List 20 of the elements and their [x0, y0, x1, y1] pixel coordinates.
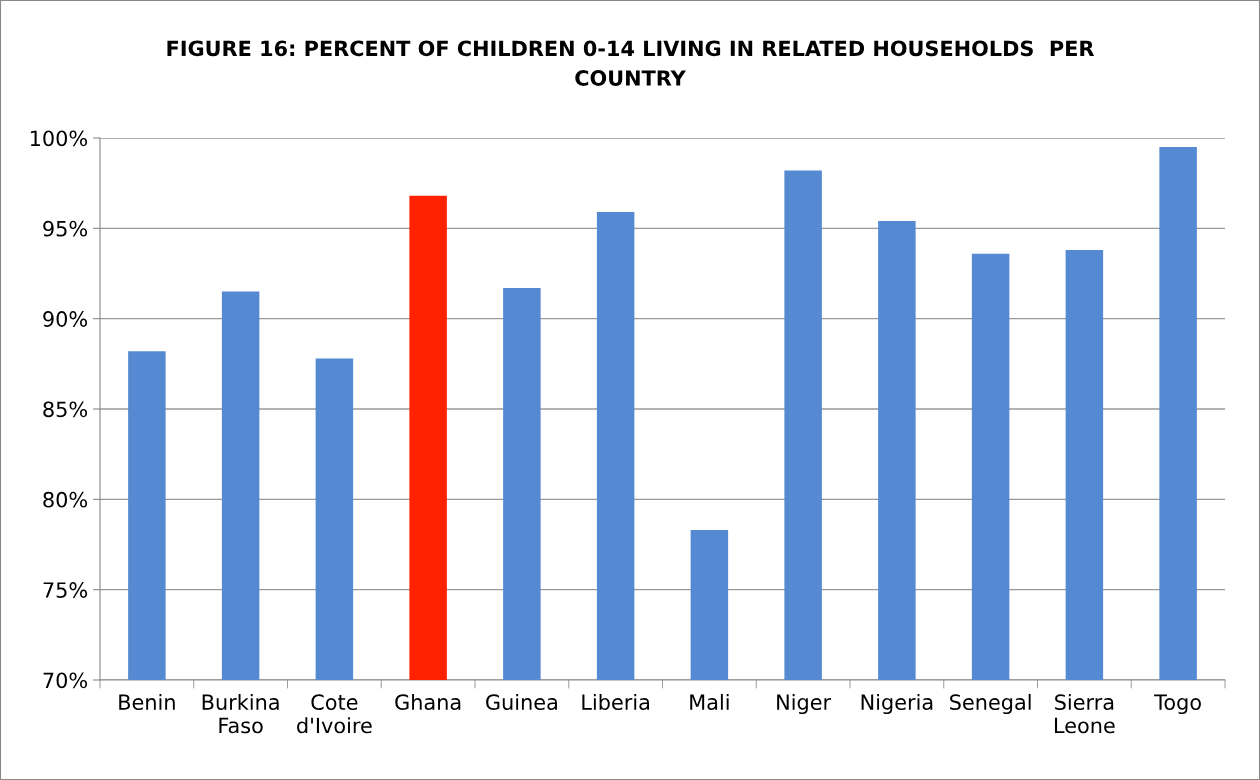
chart-title: FIGURE 16: PERCENT OF CHILDREN 0-14 LIVING IN RELATED HOUSEHOLDS PER COUNTRY: [167, 40, 1095, 86]
x-tick-label: Sierra Leone: [1055, 693, 1115, 734]
x-tick-label: Togo: [1154, 694, 1201, 715]
x-tick-label: Benin: [119, 693, 175, 711]
x-tick-label: Ghana: [395, 693, 461, 711]
x-tick-label: Burkina Faso: [202, 693, 279, 734]
y-tick-label: 85%: [43, 401, 88, 418]
x-tick-label: Niger: [777, 693, 832, 715]
y-tick-label: 90%: [43, 311, 88, 327]
x-tick-label: Senegal: [950, 693, 1031, 715]
x-tick-label: Cote d'Ivoire: [297, 694, 372, 734]
x-tick-label: Nigeria: [861, 693, 933, 715]
y-tick-label: 70%: [43, 672, 88, 689]
y-tick-label: 80%: [43, 491, 88, 508]
y-tick-label: 95%: [43, 220, 88, 237]
x-tick-label: Liberia: [582, 693, 650, 711]
x-tick-label: Guinea: [486, 693, 557, 711]
y-tick-label: 100%: [30, 130, 88, 147]
y-tick-label: 75%: [43, 582, 88, 598]
x-tick-label: Mali: [690, 693, 729, 711]
